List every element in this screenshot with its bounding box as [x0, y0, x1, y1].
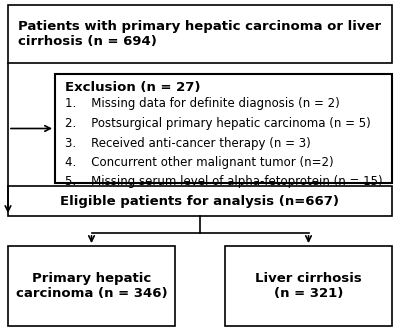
Text: 2.    Postsurgical primary hepatic carcinoma (n = 5): 2. Postsurgical primary hepatic carcinom… [65, 117, 371, 130]
Text: 5.    Missing serum level of alpha-fetoprotein (n = 15): 5. Missing serum level of alpha-fetoprot… [65, 175, 383, 188]
Text: Exclusion (n = 27): Exclusion (n = 27) [65, 80, 200, 93]
Text: Liver cirrhosis
(n = 321): Liver cirrhosis (n = 321) [255, 272, 362, 300]
Bar [8, 5, 392, 63]
Bar [8, 186, 392, 216]
Bar [8, 246, 175, 326]
Text: Patients with primary hepatic carcinoma or liver
cirrhosis (n = 694): Patients with primary hepatic carcinoma … [18, 20, 382, 48]
Bar [55, 74, 392, 183]
Text: 1.    Missing data for definite diagnosis (n = 2): 1. Missing data for definite diagnosis (… [65, 98, 340, 111]
Text: Primary hepatic
carcinoma (n = 346): Primary hepatic carcinoma (n = 346) [16, 272, 167, 300]
Bar [225, 246, 392, 326]
Text: Eligible patients for analysis (n=667): Eligible patients for analysis (n=667) [60, 195, 340, 208]
Text: 4.    Concurrent other malignant tumor (n=2): 4. Concurrent other malignant tumor (n=2… [65, 156, 334, 169]
Text: 3.    Received anti-cancer therapy (n = 3): 3. Received anti-cancer therapy (n = 3) [65, 136, 311, 150]
